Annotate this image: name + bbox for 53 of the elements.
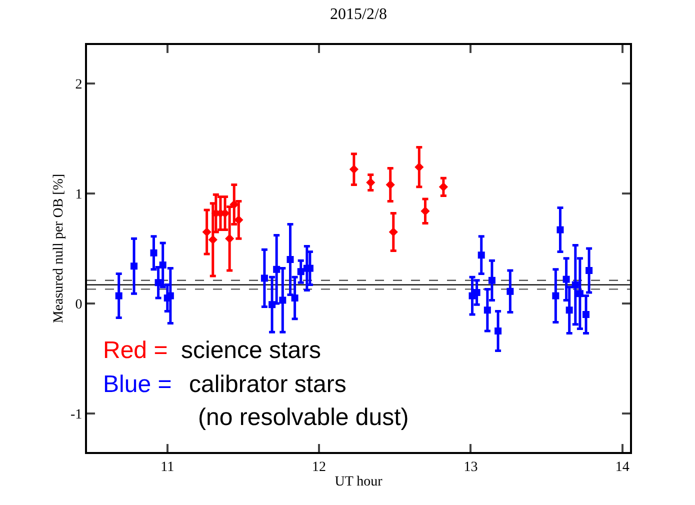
point: [576, 290, 584, 298]
y-axis-title: Measured null per OB [%]: [52, 174, 67, 324]
point: [366, 178, 376, 188]
point: [388, 227, 398, 237]
point: [552, 292, 560, 300]
point: [230, 200, 239, 210]
point: [291, 294, 298, 302]
y-tick-label: 1: [75, 187, 82, 202]
point: [484, 306, 491, 314]
chart-title: 2015/2/8: [330, 6, 387, 23]
point: [297, 268, 304, 276]
annotation: calibrator stars: [189, 371, 346, 398]
x-tick-label: 13: [464, 460, 478, 475]
point: [506, 288, 514, 295]
annotation: (no resolvable dust): [198, 404, 409, 431]
point: [260, 274, 268, 282]
x-axis-title: UT hour: [334, 474, 383, 490]
point: [115, 292, 122, 300]
point: [438, 182, 448, 192]
y-tick-label: 2: [75, 77, 82, 92]
point: [349, 164, 358, 174]
point: [268, 301, 276, 308]
y-tick-label: 0: [75, 297, 82, 312]
point: [473, 289, 480, 296]
point: [586, 267, 593, 274]
x-tick-label: 11: [160, 460, 174, 475]
point: [159, 262, 166, 268]
point: [279, 296, 286, 304]
point: [478, 252, 485, 259]
point: [202, 227, 212, 237]
point: [494, 328, 502, 334]
y-tick-label: -1: [70, 407, 82, 422]
annotation: Blue =: [103, 371, 172, 398]
point: [130, 262, 138, 270]
point: [208, 235, 218, 244]
point: [582, 311, 590, 318]
point: [286, 256, 294, 263]
point: [572, 281, 579, 288]
point: [154, 279, 162, 286]
point: [562, 276, 570, 283]
point: [234, 215, 244, 224]
x-tick-label: 12: [312, 460, 326, 475]
point: [386, 180, 395, 190]
point: [225, 234, 234, 244]
point: [566, 306, 573, 314]
point: [273, 266, 280, 273]
point: [414, 162, 424, 172]
annotation: science stars: [181, 337, 322, 364]
point: [150, 249, 158, 256]
x-tick-label: 14: [615, 460, 630, 475]
point: [488, 276, 496, 284]
point: [556, 226, 564, 234]
annotation: Red =: [103, 337, 168, 364]
